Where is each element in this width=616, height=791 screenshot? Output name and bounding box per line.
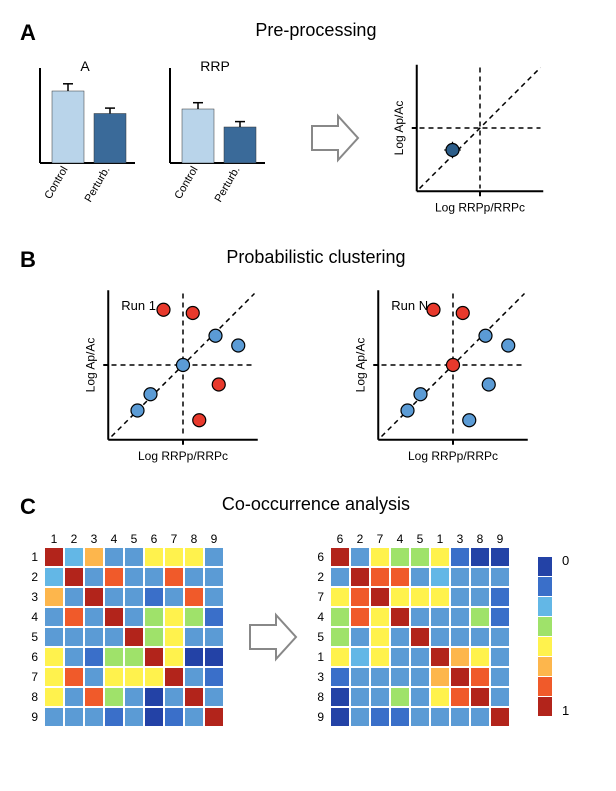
svg-text:3: 3	[31, 590, 38, 604]
svg-text:Run 1: Run 1	[121, 298, 156, 313]
svg-text:3: 3	[91, 532, 98, 546]
svg-text:5: 5	[131, 532, 138, 546]
heatmap-right: 662277445511338899	[306, 527, 526, 747]
scatter-runN: Log RRPp/RRPc Log Ap/Ac Run N	[328, 280, 558, 470]
svg-text:9: 9	[31, 710, 38, 724]
panel-a: A Pre-processing A Control Perturb. RRP Cont…	[20, 20, 596, 223]
svg-text:3: 3	[317, 670, 324, 684]
scatter-a: Log RRPp/RRPc Log Ap/Ac	[370, 53, 570, 223]
svg-text:7: 7	[377, 532, 384, 546]
scatter-run1: Log RRPp/RRPc Log Ap/Ac Run 1	[58, 280, 288, 470]
svg-text:Log Ap/Ac: Log Ap/Ac	[392, 101, 406, 156]
svg-text:6: 6	[151, 532, 158, 546]
svg-text:Log Ap/Ac: Log Ap/Ac	[83, 338, 97, 393]
heatmap-left: 112233445566778899	[20, 527, 240, 747]
svg-text:6: 6	[31, 650, 38, 664]
svg-text:7: 7	[171, 532, 178, 546]
svg-text:1: 1	[51, 532, 58, 546]
svg-text:1: 1	[31, 550, 38, 564]
panel-b-title: Probabilistic clustering	[36, 247, 596, 268]
svg-text:Perturb.: Perturb.	[83, 165, 113, 205]
svg-text:RRP: RRP	[200, 58, 230, 74]
svg-text:2: 2	[31, 570, 38, 584]
svg-text:Log RRPp/RRPc: Log RRPp/RRPc	[408, 449, 498, 463]
svg-text:Perturb.: Perturb.	[213, 165, 243, 205]
panel-b-label: B	[20, 247, 36, 273]
svg-text:4: 4	[317, 610, 324, 624]
svg-text:1: 1	[437, 532, 444, 546]
svg-text:4: 4	[111, 532, 118, 546]
svg-text:Log RRPp/RRPc: Log RRPp/RRPc	[435, 200, 525, 214]
panel-a-title: Pre-processing	[36, 20, 596, 41]
svg-text:6: 6	[337, 532, 344, 546]
svg-text:7: 7	[31, 670, 38, 684]
svg-text:4: 4	[397, 532, 404, 546]
svg-text:9: 9	[497, 532, 504, 546]
panel-a-label: A	[20, 20, 36, 46]
colorbar: 01	[534, 537, 584, 737]
svg-text:Control: Control	[172, 165, 200, 202]
svg-text:1: 1	[317, 650, 324, 664]
svg-text:3: 3	[457, 532, 464, 546]
svg-text:1: 1	[562, 703, 569, 718]
svg-text:2: 2	[71, 532, 78, 546]
svg-text:8: 8	[317, 690, 324, 704]
svg-text:8: 8	[477, 532, 484, 546]
svg-text:8: 8	[31, 690, 38, 704]
svg-text:Run N: Run N	[391, 298, 428, 313]
svg-text:6: 6	[317, 550, 324, 564]
svg-text:5: 5	[31, 630, 38, 644]
svg-text:5: 5	[317, 630, 324, 644]
svg-text:2: 2	[357, 532, 364, 546]
panel-c: C Co-occurrence analysis 112233445566778…	[20, 494, 596, 747]
svg-text:0: 0	[562, 553, 569, 568]
arrow-icon	[248, 607, 298, 667]
svg-text:Control: Control	[42, 165, 70, 202]
svg-text:8: 8	[191, 532, 198, 546]
svg-text:7: 7	[317, 590, 324, 604]
svg-text:9: 9	[211, 532, 218, 546]
svg-text:5: 5	[417, 532, 424, 546]
panel-c-label: C	[20, 494, 36, 520]
arrow-icon	[310, 108, 360, 168]
svg-text:A: A	[80, 58, 90, 74]
svg-text:9: 9	[317, 710, 324, 724]
svg-text:2: 2	[317, 570, 324, 584]
svg-text:4: 4	[31, 610, 38, 624]
svg-text:Log RRPp/RRPc: Log RRPp/RRPc	[138, 449, 228, 463]
bar-charts-a: A Control Perturb. RRP Control Perturb.	[20, 53, 300, 223]
panel-c-title: Co-occurrence analysis	[36, 494, 596, 515]
panel-b: B Probabilistic clustering Log RRPp/RRPc…	[20, 247, 596, 470]
svg-text:Log Ap/Ac: Log Ap/Ac	[353, 338, 367, 393]
